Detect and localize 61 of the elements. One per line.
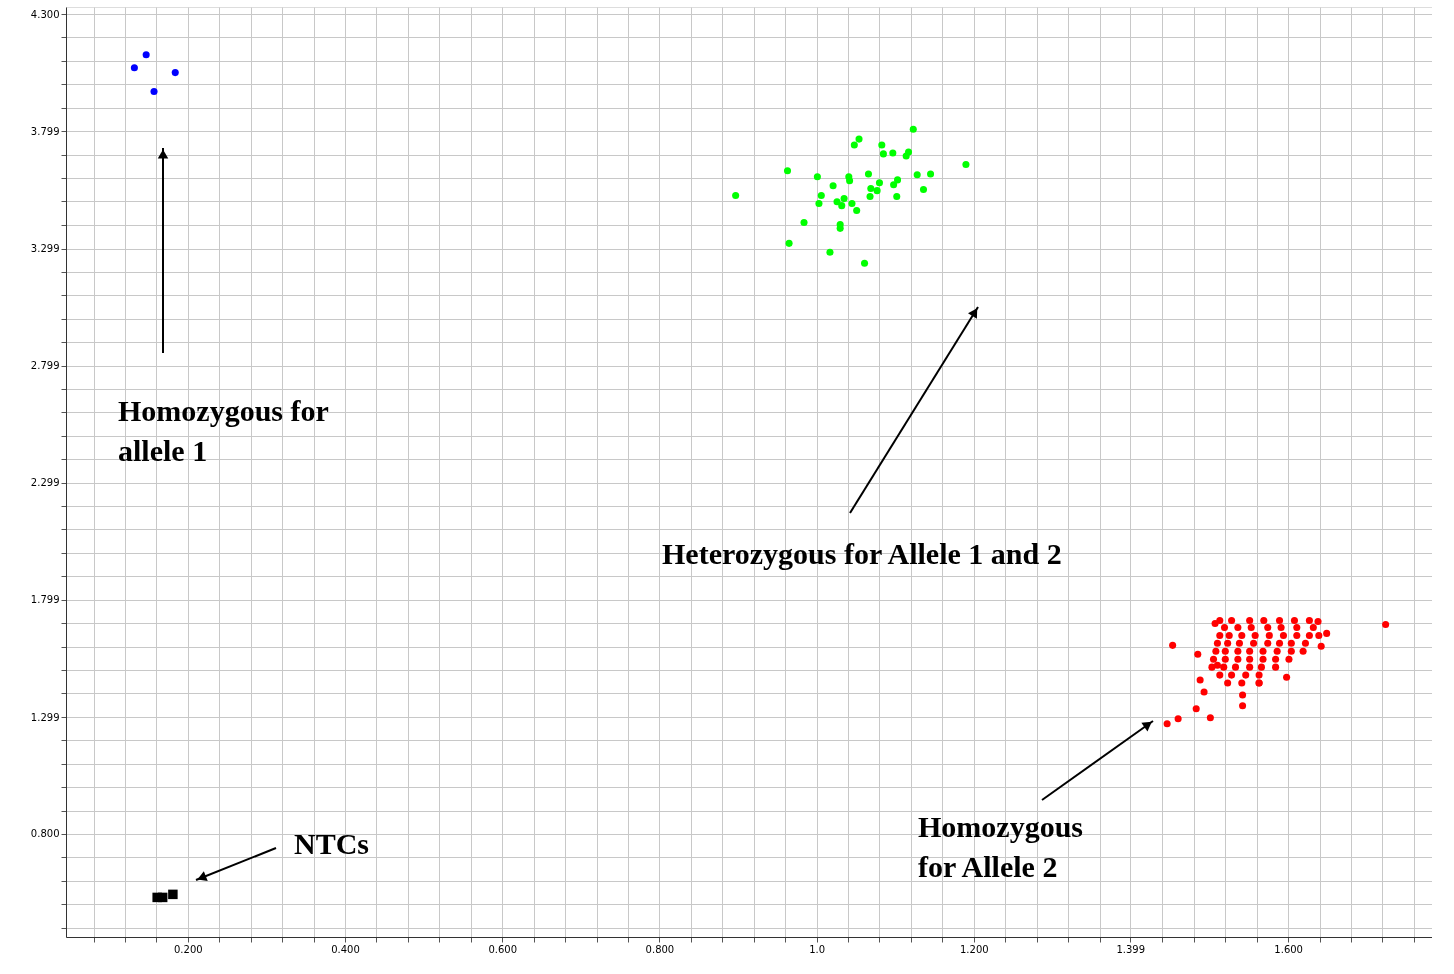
y-tick-label: 2.299 bbox=[30, 477, 60, 489]
point bbox=[905, 148, 913, 156]
point bbox=[861, 259, 869, 267]
point bbox=[168, 889, 178, 900]
point bbox=[909, 125, 917, 133]
y-tick-label: 1.799 bbox=[30, 594, 60, 606]
point bbox=[962, 160, 970, 168]
point bbox=[913, 171, 921, 179]
annotation: Homozygous for allele 1 bbox=[118, 394, 329, 467]
point bbox=[130, 64, 138, 72]
point bbox=[879, 150, 887, 158]
point bbox=[866, 192, 874, 201]
point bbox=[840, 195, 848, 203]
x-tick-label: 1.600 bbox=[1274, 943, 1303, 955]
x-tick-label: 0.800 bbox=[645, 943, 675, 955]
point bbox=[894, 176, 902, 184]
point bbox=[855, 135, 863, 143]
point bbox=[875, 179, 884, 187]
point bbox=[873, 187, 881, 195]
point bbox=[815, 200, 823, 208]
point bbox=[853, 207, 861, 215]
x-tick-label: 1.399 bbox=[1116, 943, 1146, 955]
annotation: Heterozygous for Allele 1 and 2 bbox=[662, 537, 1062, 570]
point bbox=[846, 177, 854, 185]
point bbox=[838, 202, 846, 210]
point bbox=[927, 170, 935, 178]
annotation: NTCs bbox=[294, 827, 370, 860]
point bbox=[785, 239, 793, 247]
y-tick-label: 2.799 bbox=[30, 360, 60, 372]
point bbox=[142, 51, 150, 59]
point bbox=[878, 141, 886, 149]
point bbox=[826, 248, 834, 256]
x-tick-label: 0.400 bbox=[331, 943, 360, 955]
point bbox=[813, 173, 821, 181]
point bbox=[171, 69, 179, 77]
point bbox=[833, 198, 841, 206]
point bbox=[817, 192, 825, 200]
y-tick-label: 1.299 bbox=[30, 711, 60, 723]
point bbox=[867, 185, 875, 193]
point bbox=[800, 218, 808, 227]
point bbox=[850, 141, 858, 149]
x-tick-label: 1.200 bbox=[959, 943, 989, 955]
y-tick-label: 3.799 bbox=[30, 125, 60, 137]
point bbox=[783, 167, 792, 175]
x-tick-label: 1.0 bbox=[809, 943, 826, 955]
point bbox=[890, 181, 898, 189]
point bbox=[732, 192, 740, 200]
point bbox=[893, 192, 901, 201]
y-tick-label: 3.299 bbox=[30, 243, 60, 255]
x-tick-label: 0.200 bbox=[174, 943, 203, 955]
y-tick-label: 4.300 bbox=[30, 8, 60, 20]
point bbox=[848, 200, 856, 208]
annotation: Homozygous for Allele 2 bbox=[918, 810, 1083, 883]
point bbox=[157, 892, 168, 903]
point bbox=[919, 185, 928, 194]
point bbox=[150, 88, 158, 96]
point bbox=[889, 149, 897, 157]
x-tick-label: 0.600 bbox=[488, 943, 518, 955]
point bbox=[829, 182, 837, 190]
point bbox=[864, 170, 872, 178]
y-tick-label: 0.800 bbox=[30, 828, 60, 840]
